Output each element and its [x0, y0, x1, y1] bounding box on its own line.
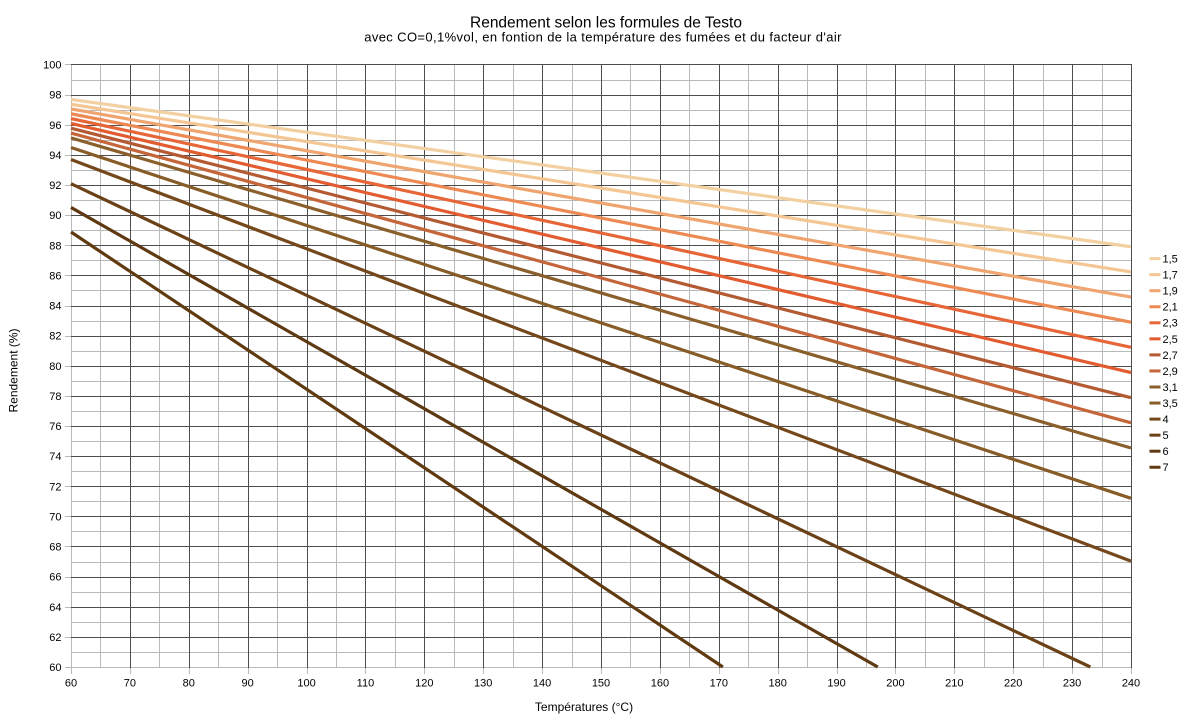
svg-text:110: 110	[357, 678, 375, 690]
svg-text:190: 190	[827, 678, 845, 690]
svg-text:120: 120	[415, 678, 433, 690]
svg-text:Rendement selon les formules d: Rendement selon les formules de Testo	[470, 15, 742, 32]
svg-text:1,7: 1,7	[1163, 270, 1178, 282]
svg-text:74: 74	[49, 451, 61, 463]
svg-text:5: 5	[1163, 430, 1169, 442]
svg-text:2,3: 2,3	[1163, 318, 1178, 330]
svg-text:66: 66	[49, 572, 61, 584]
svg-text:82: 82	[49, 331, 61, 343]
svg-text:140: 140	[533, 678, 551, 690]
svg-text:2,5: 2,5	[1163, 334, 1178, 346]
svg-text:200: 200	[886, 678, 904, 690]
svg-text:70: 70	[49, 511, 61, 523]
svg-text:80: 80	[49, 361, 61, 373]
svg-text:62: 62	[49, 632, 61, 644]
svg-text:3,1: 3,1	[1163, 382, 1178, 394]
svg-text:90: 90	[49, 210, 61, 222]
svg-text:avec CO=0,1%vol, en fontion de: avec CO=0,1%vol, en fontion de la tempér…	[364, 30, 842, 45]
svg-text:210: 210	[945, 678, 963, 690]
svg-text:100: 100	[297, 678, 315, 690]
svg-text:78: 78	[49, 391, 61, 403]
svg-text:72: 72	[49, 481, 61, 493]
svg-text:240: 240	[1122, 678, 1140, 690]
svg-text:60: 60	[65, 678, 77, 690]
svg-text:7: 7	[1163, 462, 1169, 474]
svg-text:2,1: 2,1	[1163, 302, 1178, 314]
svg-text:160: 160	[651, 678, 669, 690]
svg-text:86: 86	[49, 270, 61, 282]
svg-text:220: 220	[1004, 678, 1022, 690]
svg-text:Températures (°C): Températures (°C)	[535, 700, 633, 714]
svg-text:92: 92	[49, 180, 61, 192]
svg-text:70: 70	[124, 678, 136, 690]
svg-text:80: 80	[183, 678, 195, 690]
svg-text:94: 94	[49, 150, 61, 162]
svg-text:2,7: 2,7	[1163, 350, 1178, 362]
svg-text:60: 60	[49, 662, 61, 674]
svg-text:1,5: 1,5	[1163, 254, 1178, 266]
svg-text:2,9: 2,9	[1163, 366, 1178, 378]
svg-text:3,5: 3,5	[1163, 398, 1178, 410]
svg-text:180: 180	[768, 678, 786, 690]
svg-text:64: 64	[49, 602, 61, 614]
svg-text:90: 90	[242, 678, 254, 690]
svg-text:4: 4	[1163, 414, 1169, 426]
svg-text:84: 84	[49, 301, 61, 313]
svg-text:100: 100	[43, 60, 61, 72]
svg-text:150: 150	[592, 678, 610, 690]
svg-text:68: 68	[49, 542, 61, 554]
svg-text:98: 98	[49, 90, 61, 102]
svg-text:170: 170	[710, 678, 728, 690]
svg-text:1,9: 1,9	[1163, 286, 1178, 298]
svg-text:Rendement (%): Rendement (%)	[7, 328, 21, 412]
svg-text:130: 130	[474, 678, 492, 690]
svg-text:6: 6	[1163, 446, 1169, 458]
svg-text:88: 88	[49, 240, 61, 252]
svg-text:230: 230	[1063, 678, 1081, 690]
svg-text:76: 76	[49, 421, 61, 433]
svg-text:96: 96	[49, 120, 61, 132]
